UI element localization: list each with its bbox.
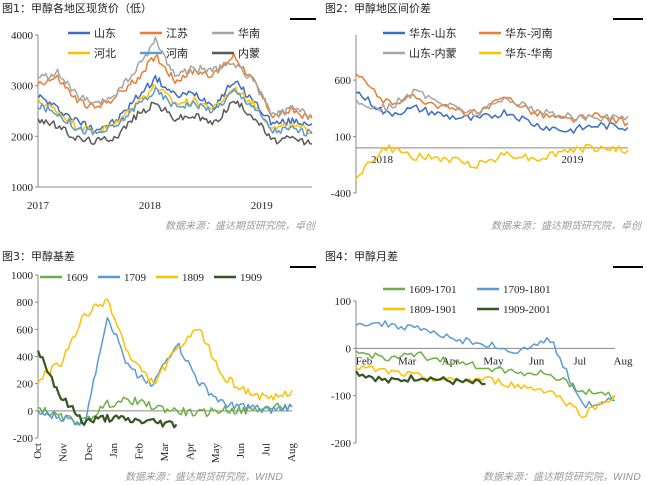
legend-label: 1609 <box>66 272 89 284</box>
chart-title: 图1：甲醇各地区现货价（低） <box>2 2 152 15</box>
chart-title: 图4：甲醇月差 <box>325 250 398 263</box>
legend-label: 1809 <box>182 272 205 284</box>
y-tick-label: 1000 <box>11 270 34 282</box>
x-tick-label: 2019 <box>561 154 584 166</box>
x-tick-label: Dec <box>83 443 95 461</box>
legend-label: 内蒙 <box>238 46 260 60</box>
x-tick-label: 2017 <box>27 200 50 212</box>
x-tick-label: Aug <box>286 443 298 462</box>
series-line-1909-2001 <box>355 370 486 386</box>
legend-label: 华东-河南 <box>505 26 553 40</box>
y-tick-label: 3000 <box>11 81 34 93</box>
series-line-河南 <box>37 86 313 137</box>
x-tick-label: Jan <box>108 443 120 458</box>
x-tick-label: Oct <box>32 443 44 459</box>
series-line-华南 <box>37 36 313 119</box>
x-tick-label: Feb <box>134 443 146 460</box>
x-tick-label: May <box>210 443 222 464</box>
x-tick-label: Mar <box>159 443 171 462</box>
x-tick-label: Feb <box>356 355 373 367</box>
series-line-内蒙 <box>37 100 313 146</box>
legend-label: 华东-山东 <box>409 26 457 40</box>
legend-label: 山东-内蒙 <box>409 46 457 60</box>
y-tick-label: 2000 <box>11 131 34 143</box>
y-tick-label: 100 <box>335 296 352 308</box>
x-tick-label: 2018 <box>139 200 162 212</box>
x-tick-label: Jul <box>573 355 586 367</box>
x-tick-label: Jun <box>529 355 545 367</box>
series-line-1709-1801 <box>355 320 616 409</box>
chart-3-plot: -200 0 200 400 600 800 1000 Oct Nov Dec Jan Feb Mar A… <box>11 270 298 464</box>
y-tick-label: 1000 <box>11 182 34 194</box>
series-line-华东-山东 <box>355 91 629 134</box>
series-line-华东-华南 <box>355 143 629 180</box>
y-tick-label: 600 <box>335 75 352 87</box>
legend-label: 1909-2001 <box>503 304 551 316</box>
chart-source: 数据来源：盛达期货研究院，卓创 <box>165 221 315 232</box>
x-tick-label: Jun <box>235 443 247 459</box>
series-line-1809-1901 <box>355 365 616 419</box>
legend-label: 1909 <box>240 272 263 284</box>
legend-label: 河北 <box>94 47 116 60</box>
legend-label: 江苏 <box>166 27 188 40</box>
x-tick-label: Mar <box>398 355 417 367</box>
y-tick-label: -400 <box>331 188 352 200</box>
x-tick-label: Aug <box>614 355 633 367</box>
legend: 1609-1701 1709-1801 1809-1901 1909-2001 <box>383 284 551 316</box>
series-line-1709 <box>37 316 293 427</box>
y-tick-label: 800 <box>17 297 34 309</box>
legend: 1609 1709 1809 1909 <box>40 272 263 284</box>
legend-label: 河南 <box>166 47 188 60</box>
title-rule <box>613 18 643 20</box>
chart-title: 图3：甲醇基差 <box>2 250 75 263</box>
series-line-华东-河南 <box>355 73 629 127</box>
y-tick-label: 400 <box>17 352 34 364</box>
y-tick-label: 0 <box>28 406 34 418</box>
chart-source: 数据来源：盛达期货研究院，卓创 <box>491 221 641 232</box>
chart-source: 数据来源：盛达期货研究院，WIND <box>124 472 283 483</box>
title-rule <box>290 266 316 268</box>
legend-label: 1709-1801 <box>503 284 551 296</box>
legend-label: 华南 <box>238 26 260 40</box>
chart-title: 图2：甲醇地区间价差 <box>325 2 431 15</box>
chart-panel-2: 图2：甲醇地区间价差 -400 100 600 2018 2019 华东-山东 华东-河南山… <box>323 0 647 240</box>
x-tick-label: 2019 <box>251 200 274 212</box>
legend-label: 华东-华南 <box>505 46 553 60</box>
series-line-山东-内蒙 <box>355 88 629 123</box>
y-tick-label: -200 <box>331 438 352 450</box>
series-line-1809 <box>37 298 293 401</box>
legend-label: 1809-1901 <box>409 304 457 316</box>
y-tick-label: -100 <box>331 391 352 403</box>
legend-label: 1609-1701 <box>409 284 457 296</box>
legend-label: 1709 <box>124 272 147 284</box>
x-tick-label: Apr <box>184 443 196 460</box>
legend-label: 山东 <box>94 27 116 40</box>
y-tick-label: 100 <box>335 132 352 144</box>
x-tick-label: May <box>483 355 504 367</box>
series-line-江苏 <box>37 52 313 121</box>
chart-panel-1: 图1：甲醇各地区现货价（低） 1000 2000 3000 4000 2017 2018 2… <box>0 0 323 240</box>
y-tick-label: 600 <box>17 324 34 336</box>
x-tick-label: Nov <box>57 443 69 462</box>
chart-panel-4: 图4：甲醇月差 -200 -100 0 100 Feb Mar Apr May Jun Jul Au… <box>323 248 647 485</box>
chart-panel-3: 图3：甲醇基差 -200 0 200 400 600 800 1000 Oct Nov Dec Ja… <box>0 248 323 485</box>
title-rule <box>613 266 643 268</box>
x-tick-label: Jul <box>261 443 273 456</box>
title-rule <box>290 18 316 20</box>
x-tick-label: 2018 <box>371 154 394 166</box>
chart-source: 数据来源：盛达期货研究院，WIND <box>482 472 641 483</box>
y-tick-label: -200 <box>13 433 34 445</box>
y-tick-label: 0 <box>346 343 352 355</box>
y-tick-label: 4000 <box>11 30 34 42</box>
series-line-山东 <box>37 74 313 133</box>
y-tick-label: 200 <box>17 379 34 391</box>
series-line-1909 <box>36 350 178 429</box>
